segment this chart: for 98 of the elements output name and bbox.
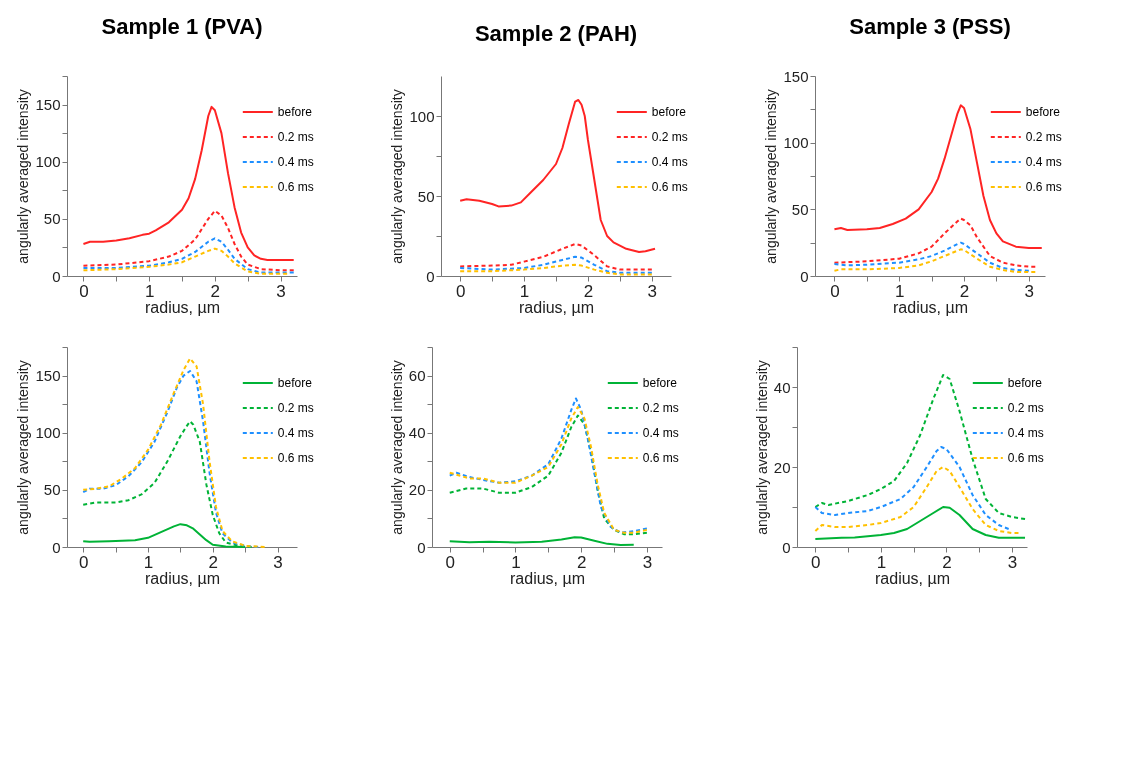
legend-label: 0.4 ms <box>277 426 314 440</box>
legend-label: before <box>642 376 678 390</box>
y-tick-label: 20 <box>773 458 791 476</box>
y-axis-title: angularly averaged intensity <box>389 89 406 264</box>
line-series <box>459 255 653 274</box>
x-axis-title: radius, µm <box>518 298 595 316</box>
legend-label: 0.2 ms <box>651 130 688 144</box>
y-tick-label: 100 <box>35 424 61 442</box>
x-tick-label: 2 <box>959 281 970 301</box>
x-tick-label: 1 <box>894 281 905 301</box>
x-tick-label: 2 <box>576 552 587 572</box>
x-tick-label: 3 <box>273 552 283 572</box>
line-series <box>448 536 635 546</box>
x-tick-label: 2 <box>942 552 952 572</box>
y-tick-label: 100 <box>35 153 61 171</box>
y-tick-label: 100 <box>409 107 435 125</box>
legend-label: 0.6 ms <box>277 180 314 194</box>
x-tick-label: 1 <box>519 281 530 301</box>
legend-label: 0.4 ms <box>642 426 679 440</box>
line-series <box>814 466 1020 534</box>
legend-label: 0.2 ms <box>642 401 679 415</box>
legend-label: 0.4 ms <box>277 155 314 169</box>
y-tick-label: 0 <box>800 267 809 285</box>
x-tick-label: 1 <box>876 552 887 572</box>
x-axis-title: radius, µm <box>892 298 969 316</box>
x-axis-title: radius, µm <box>874 569 951 587</box>
line-series <box>814 506 1027 540</box>
x-axis-title: radius, µm <box>509 569 586 587</box>
line-series <box>459 243 653 271</box>
y-axis-title: angularly averaged intensity <box>763 89 780 264</box>
y-tick-label: 150 <box>35 96 61 114</box>
line-series <box>82 237 295 274</box>
y-tick-label: 0 <box>426 267 435 285</box>
legend-label: before <box>1007 376 1043 390</box>
legend-label: 0.4 ms <box>651 155 688 169</box>
legend-label: 0.2 ms <box>1007 401 1044 415</box>
legend-label: 0.2 ms <box>277 130 314 144</box>
x-tick-label: 2 <box>583 281 594 301</box>
x-tick-label: 1 <box>143 552 154 572</box>
y-axis-title: angularly averaged intensity <box>388 360 405 535</box>
line-series <box>459 263 653 276</box>
y-tick-label: 0 <box>782 538 791 556</box>
y-axis-title: angularly averaged intensity <box>753 360 770 535</box>
legend-label: before <box>277 376 313 390</box>
legend-label: 0.2 ms <box>1025 130 1062 144</box>
y-tick-label: 150 <box>783 67 809 85</box>
legend-label: 0.4 ms <box>1007 426 1044 440</box>
chart-title: Sample 3 (PSS) <box>849 14 1011 39</box>
x-tick-label: 3 <box>642 552 653 572</box>
legend-label: 0.6 ms <box>642 451 679 465</box>
y-tick-label: 50 <box>43 210 61 228</box>
x-tick-label: 1 <box>144 281 155 301</box>
x-tick-label: 2 <box>208 552 219 572</box>
chart-title: Sample 2 (PAH) <box>474 21 638 46</box>
y-tick-label: 0 <box>417 538 426 556</box>
x-tick-label: 3 <box>276 281 286 301</box>
y-tick-label: 150 <box>35 367 61 385</box>
line-series <box>82 247 289 275</box>
x-tick-label: 0 <box>455 281 466 301</box>
line-series <box>82 209 295 272</box>
x-axis-title: radius, µm <box>144 569 221 587</box>
x-tick-label: 0 <box>78 552 89 572</box>
y-axis-title: angularly averaged intensity <box>15 360 32 535</box>
y-tick-label: 50 <box>791 200 809 218</box>
x-tick-label: 2 <box>210 281 221 301</box>
x-tick-label: 3 <box>647 281 658 301</box>
legend-label: 0.6 ms <box>1025 180 1062 194</box>
line-series <box>814 446 1010 530</box>
line-series <box>833 217 1037 268</box>
legend-label: 0.6 ms <box>651 180 688 194</box>
legend-label: before <box>1025 105 1061 119</box>
x-tick-label: 0 <box>445 552 455 572</box>
y-tick-label: 20 <box>408 481 426 499</box>
line-series <box>833 248 1037 273</box>
x-tick-label: 1 <box>511 552 521 572</box>
y-tick-label: 40 <box>408 424 426 442</box>
x-axis-title: radius, µm <box>144 298 221 316</box>
line-series <box>833 241 1030 272</box>
x-tick-label: 0 <box>830 281 840 301</box>
chart-title: Sample 1 (PVA) <box>101 14 263 39</box>
y-tick-label: 40 <box>773 378 791 396</box>
legend-label: 0.2 ms <box>277 401 314 415</box>
y-tick-label: 50 <box>43 481 61 499</box>
legend-label: 0.4 ms <box>1025 155 1062 169</box>
y-tick-label: 0 <box>52 267 61 285</box>
legend-label: 0.6 ms <box>1007 451 1044 465</box>
line-series <box>82 420 253 548</box>
y-tick-label: 50 <box>417 187 435 205</box>
y-tick-label: 60 <box>408 367 426 385</box>
x-tick-label: 3 <box>1024 281 1035 301</box>
legend-label: before <box>277 105 313 119</box>
y-tick-label: 100 <box>783 134 809 152</box>
y-axis-title: angularly averaged intensity <box>15 89 32 264</box>
x-tick-label: 0 <box>79 281 89 301</box>
legend-label: before <box>651 105 687 119</box>
x-tick-label: 3 <box>1007 552 1018 572</box>
legend-label: 0.6 ms <box>277 451 314 465</box>
y-tick-label: 0 <box>52 538 61 556</box>
